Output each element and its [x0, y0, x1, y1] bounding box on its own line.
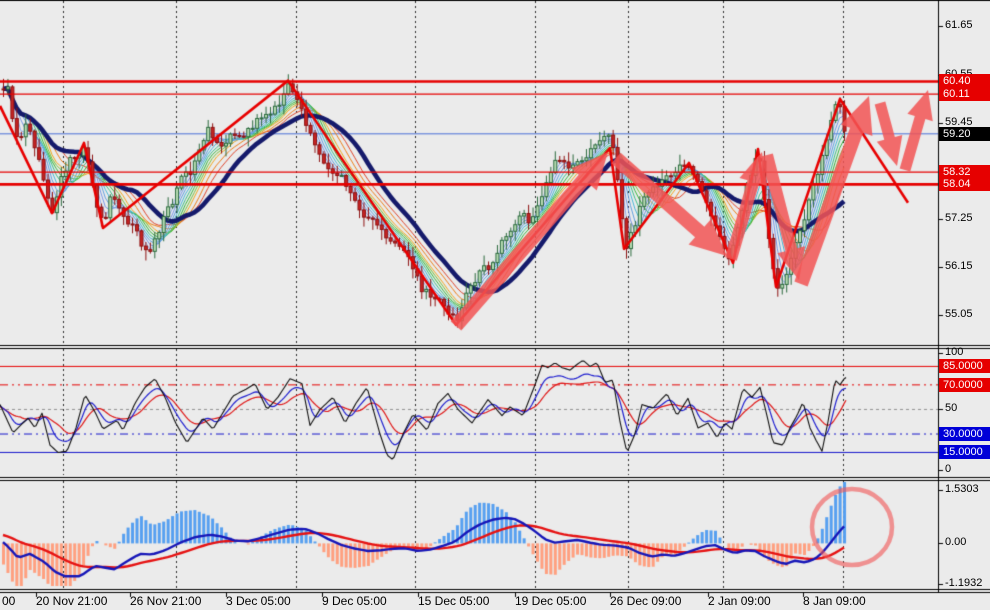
- time-label-15-Dec-05-00: 15 Dec 05:00: [418, 594, 490, 608]
- price-label-61.65: 61.65: [945, 19, 973, 31]
- time-label-3-Dec-05-00: 3 Dec 05:00: [226, 594, 291, 608]
- time-label-26-Dec-09-00: 26 Dec 09:00: [610, 594, 682, 608]
- time-label-20-Nov-21-00: 20 Nov 21:00: [36, 594, 108, 608]
- time-label-00: 00: [2, 594, 16, 608]
- price-badge-60.11: 60.11: [939, 87, 990, 101]
- price-label-55.05: 55.05: [945, 308, 973, 320]
- price-label-0: 0: [945, 463, 952, 475]
- price-badge-58.04: 58.04: [939, 177, 990, 191]
- price-badge-70.0000: 70.0000: [939, 378, 990, 392]
- time-label-9-Dec-05-00: 9 Dec 05:00: [322, 594, 387, 608]
- time-label-2-Jan-09-00: 2 Jan 09:00: [708, 594, 771, 608]
- price-badge-60.40: 60.40: [939, 74, 990, 88]
- price-label-50: 50: [945, 402, 958, 414]
- price-badge-58.32: 58.32: [939, 165, 990, 179]
- price-label-56.15: 56.15: [945, 260, 973, 272]
- price-label--1.1932: -1.1932: [945, 577, 983, 589]
- time-axis: 00 20 Nov 21:00 26 Nov 21:00 3 Dec 05:00 9 D…: [0, 593, 990, 610]
- price-badge-85.0000: 85.0000: [939, 359, 990, 373]
- price-axis: 61.6560.5559.4557.2556.1555.051005001.53…: [938, 0, 990, 592]
- time-label-19-Dec-05-00: 19 Dec 05:00: [515, 594, 587, 608]
- price-label-59.45: 59.45: [945, 116, 973, 128]
- price-label-100: 100: [945, 346, 964, 358]
- price-badge-30.0000: 30.0000: [939, 427, 990, 441]
- time-label-8-Jan-09-00: 8 Jan 09:00: [803, 594, 866, 608]
- price-label-0.00: 0.00: [945, 536, 967, 548]
- price-label-57.25: 57.25: [945, 212, 973, 224]
- time-label-26-Nov-21-00: 26 Nov 21:00: [130, 594, 202, 608]
- price-badge-15.0000: 15.0000: [939, 445, 990, 459]
- price-badge-59.20: 59.20: [939, 127, 990, 141]
- price-label-1.5303: 1.5303: [945, 483, 979, 495]
